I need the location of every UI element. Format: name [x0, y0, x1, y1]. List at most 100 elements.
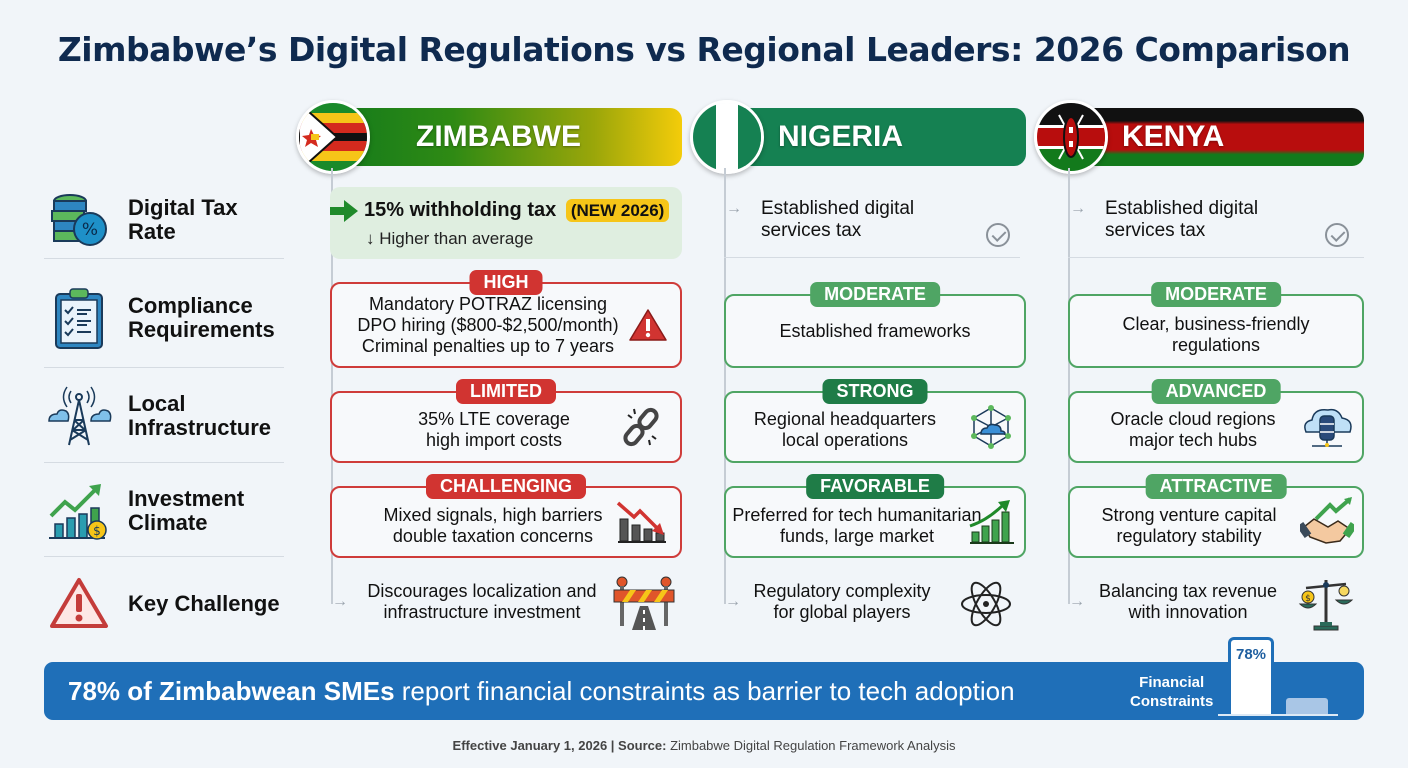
country-name: KENYA — [1122, 120, 1225, 153]
challenge-line: for global players — [773, 602, 911, 622]
check-circle-icon — [986, 223, 1010, 247]
banner-rest: report financial constraints as barrier … — [394, 676, 1015, 706]
rating-badge: CHALLENGING — [426, 474, 586, 499]
clipboard-checklist-icon — [44, 288, 114, 349]
card-line: funds, large market — [779, 526, 935, 546]
kenya-tax-text: Established digital services tax — [1105, 198, 1258, 242]
nigeria-flag-icon — [690, 100, 764, 174]
card-line: local operations — [781, 430, 909, 450]
tax-sub: ↓ Higher than average — [366, 229, 534, 248]
row-label-infrastructure: Local Infrastructure — [44, 386, 284, 446]
nigeria-infrastructure-card: STRONG Regional headquarters local opera… — [724, 379, 1026, 463]
new-badge: (NEW 2026) — [565, 199, 670, 222]
green-arrow-icon — [330, 200, 358, 222]
footer-source: Effective January 1, 2026 | Source: Zimb… — [0, 738, 1408, 753]
country-header-kenya: KENYA — [1068, 108, 1364, 166]
row-label-compliance: Compliance Requirements — [44, 288, 284, 349]
check-circle-icon — [1325, 223, 1349, 247]
card-line: Mandatory POTRAZ licensing — [368, 293, 608, 314]
card-line: regulatory stability — [1116, 526, 1262, 546]
tax-main: 15% withholding tax (NEW 2026) — [364, 199, 670, 222]
financial-constraints-bar: 78% — [1228, 637, 1274, 715]
card-line: Regional headquarters — [753, 409, 937, 429]
row-divider — [1068, 257, 1364, 258]
kenya-investment-card: ATTRACTIVE Strong venture capital regula… — [1068, 474, 1364, 558]
country-header-nigeria: NIGERIA — [724, 108, 1026, 166]
column-guide-line — [1068, 168, 1070, 604]
row-divider — [44, 462, 284, 463]
growth-chart-dollar-icon: $ — [44, 481, 114, 541]
row-label-line1: Investment — [128, 486, 245, 511]
country-header-zimbabwe: ZIMBABWE — [330, 108, 682, 166]
atom-icon — [961, 581, 1011, 627]
broken-link-icon — [623, 407, 659, 447]
row-label-line2: Infrastructure — [128, 415, 272, 440]
card-line: Preferred for tech humanitarian — [732, 505, 982, 525]
cell-tower-icon — [44, 386, 114, 446]
rating-badge: FAVORABLE — [806, 474, 944, 499]
tax-line: services tax — [1105, 220, 1206, 241]
warning-triangle-icon — [44, 574, 114, 634]
card-line: regulations — [1171, 335, 1261, 355]
svg-text:%: % — [82, 220, 98, 240]
challenge-line: Regulatory complexity — [753, 581, 931, 601]
row-divider — [44, 367, 284, 368]
tax-line: services tax — [761, 220, 862, 241]
tax-line: Established digital — [761, 198, 915, 219]
row-divider — [724, 257, 1020, 258]
row-label-line2: Rate — [128, 219, 176, 244]
card-line: Established frameworks — [779, 320, 971, 341]
chart-label-line: Financial — [1139, 674, 1205, 691]
arrow-right-icon: → — [725, 593, 741, 610]
challenge-line: Balancing tax revenue — [1098, 581, 1278, 601]
row-label-line1: Compliance — [128, 293, 253, 318]
kenya-flag-icon — [1034, 100, 1108, 174]
arrow-right-icon: → — [1069, 593, 1085, 610]
country-name: ZIMBABWE — [416, 120, 581, 153]
chart-label: Financial Constraints — [1130, 673, 1213, 711]
card-line: DPO hiring ($800-$2,500/month) — [357, 314, 619, 335]
source-text: Zimbabwe Digital Regulation Framework An… — [666, 738, 956, 753]
row-label-digital-tax: % Digital Tax Rate — [44, 190, 284, 250]
card-line: 35% LTE coverage — [418, 409, 570, 429]
comparison-bar — [1286, 698, 1328, 714]
row-divider — [44, 258, 284, 259]
zimbabwe-challenge-text: Discourages localization and infrastruct… — [362, 581, 602, 623]
tax-rate: 15% withholding tax — [364, 199, 557, 221]
challenge-line: Discourages localization and — [367, 581, 597, 601]
cloud-network-icon — [971, 405, 1011, 449]
zimbabwe-flag-icon — [296, 100, 370, 174]
kenya-infrastructure-card: ADVANCED Oracle cloud regions major tech… — [1068, 379, 1364, 463]
rating-badge: STRONG — [822, 379, 928, 404]
handshake-growth-icon — [1300, 497, 1354, 544]
row-label-line2: Climate — [128, 510, 208, 535]
arrow-right-icon: → — [726, 200, 742, 217]
card-line: Strong venture capital — [1101, 505, 1277, 525]
row-label-investment: $ Investment Climate — [44, 481, 284, 541]
row-label-line2: Requirements — [128, 317, 275, 342]
nigeria-compliance-card: MODERATE Established frameworks — [724, 282, 1026, 368]
source-label: Source: — [618, 738, 667, 753]
rating-badge: ATTRACTIVE — [1145, 474, 1287, 499]
rating-badge: MODERATE — [1151, 282, 1281, 307]
zimbabwe-investment-card: CHALLENGING Mixed signals, high barriers… — [330, 474, 682, 558]
declining-chart-icon — [616, 501, 666, 543]
card-line: Mixed signals, high barriers — [383, 505, 603, 525]
row-label-line1: Local — [128, 391, 186, 416]
balance-scale-icon: $ — [1298, 580, 1354, 631]
cloud-database-icon — [1304, 408, 1352, 447]
row-label-line1: Key Challenge — [128, 591, 280, 616]
arrow-right-icon: → — [332, 593, 348, 610]
zimbabwe-infrastructure-card: LIMITED 35% LTE coverage high import cos… — [330, 379, 682, 463]
coins-percent-icon: % — [44, 190, 114, 250]
nigeria-challenge-text: Regulatory complexity for global players — [744, 581, 940, 623]
card-line: Clear, business-friendly — [1122, 314, 1310, 334]
rating-badge: MODERATE — [810, 282, 940, 307]
svg-text:$: $ — [1305, 594, 1311, 604]
kenya-challenge-text: Balancing tax revenue with innovation — [1090, 581, 1286, 623]
sme-stat-banner: 78% of Zimbabwean SMEs report financial … — [44, 662, 1364, 720]
nigeria-tax-text: Established digital services tax — [761, 198, 914, 242]
banner-message: 78% of Zimbabwean SMEs report financial … — [68, 676, 1015, 707]
zimbabwe-compliance-card: HIGH Mandatory POTRAZ licensing DPO hiri… — [330, 270, 682, 368]
challenge-line: infrastructure investment — [383, 602, 581, 622]
